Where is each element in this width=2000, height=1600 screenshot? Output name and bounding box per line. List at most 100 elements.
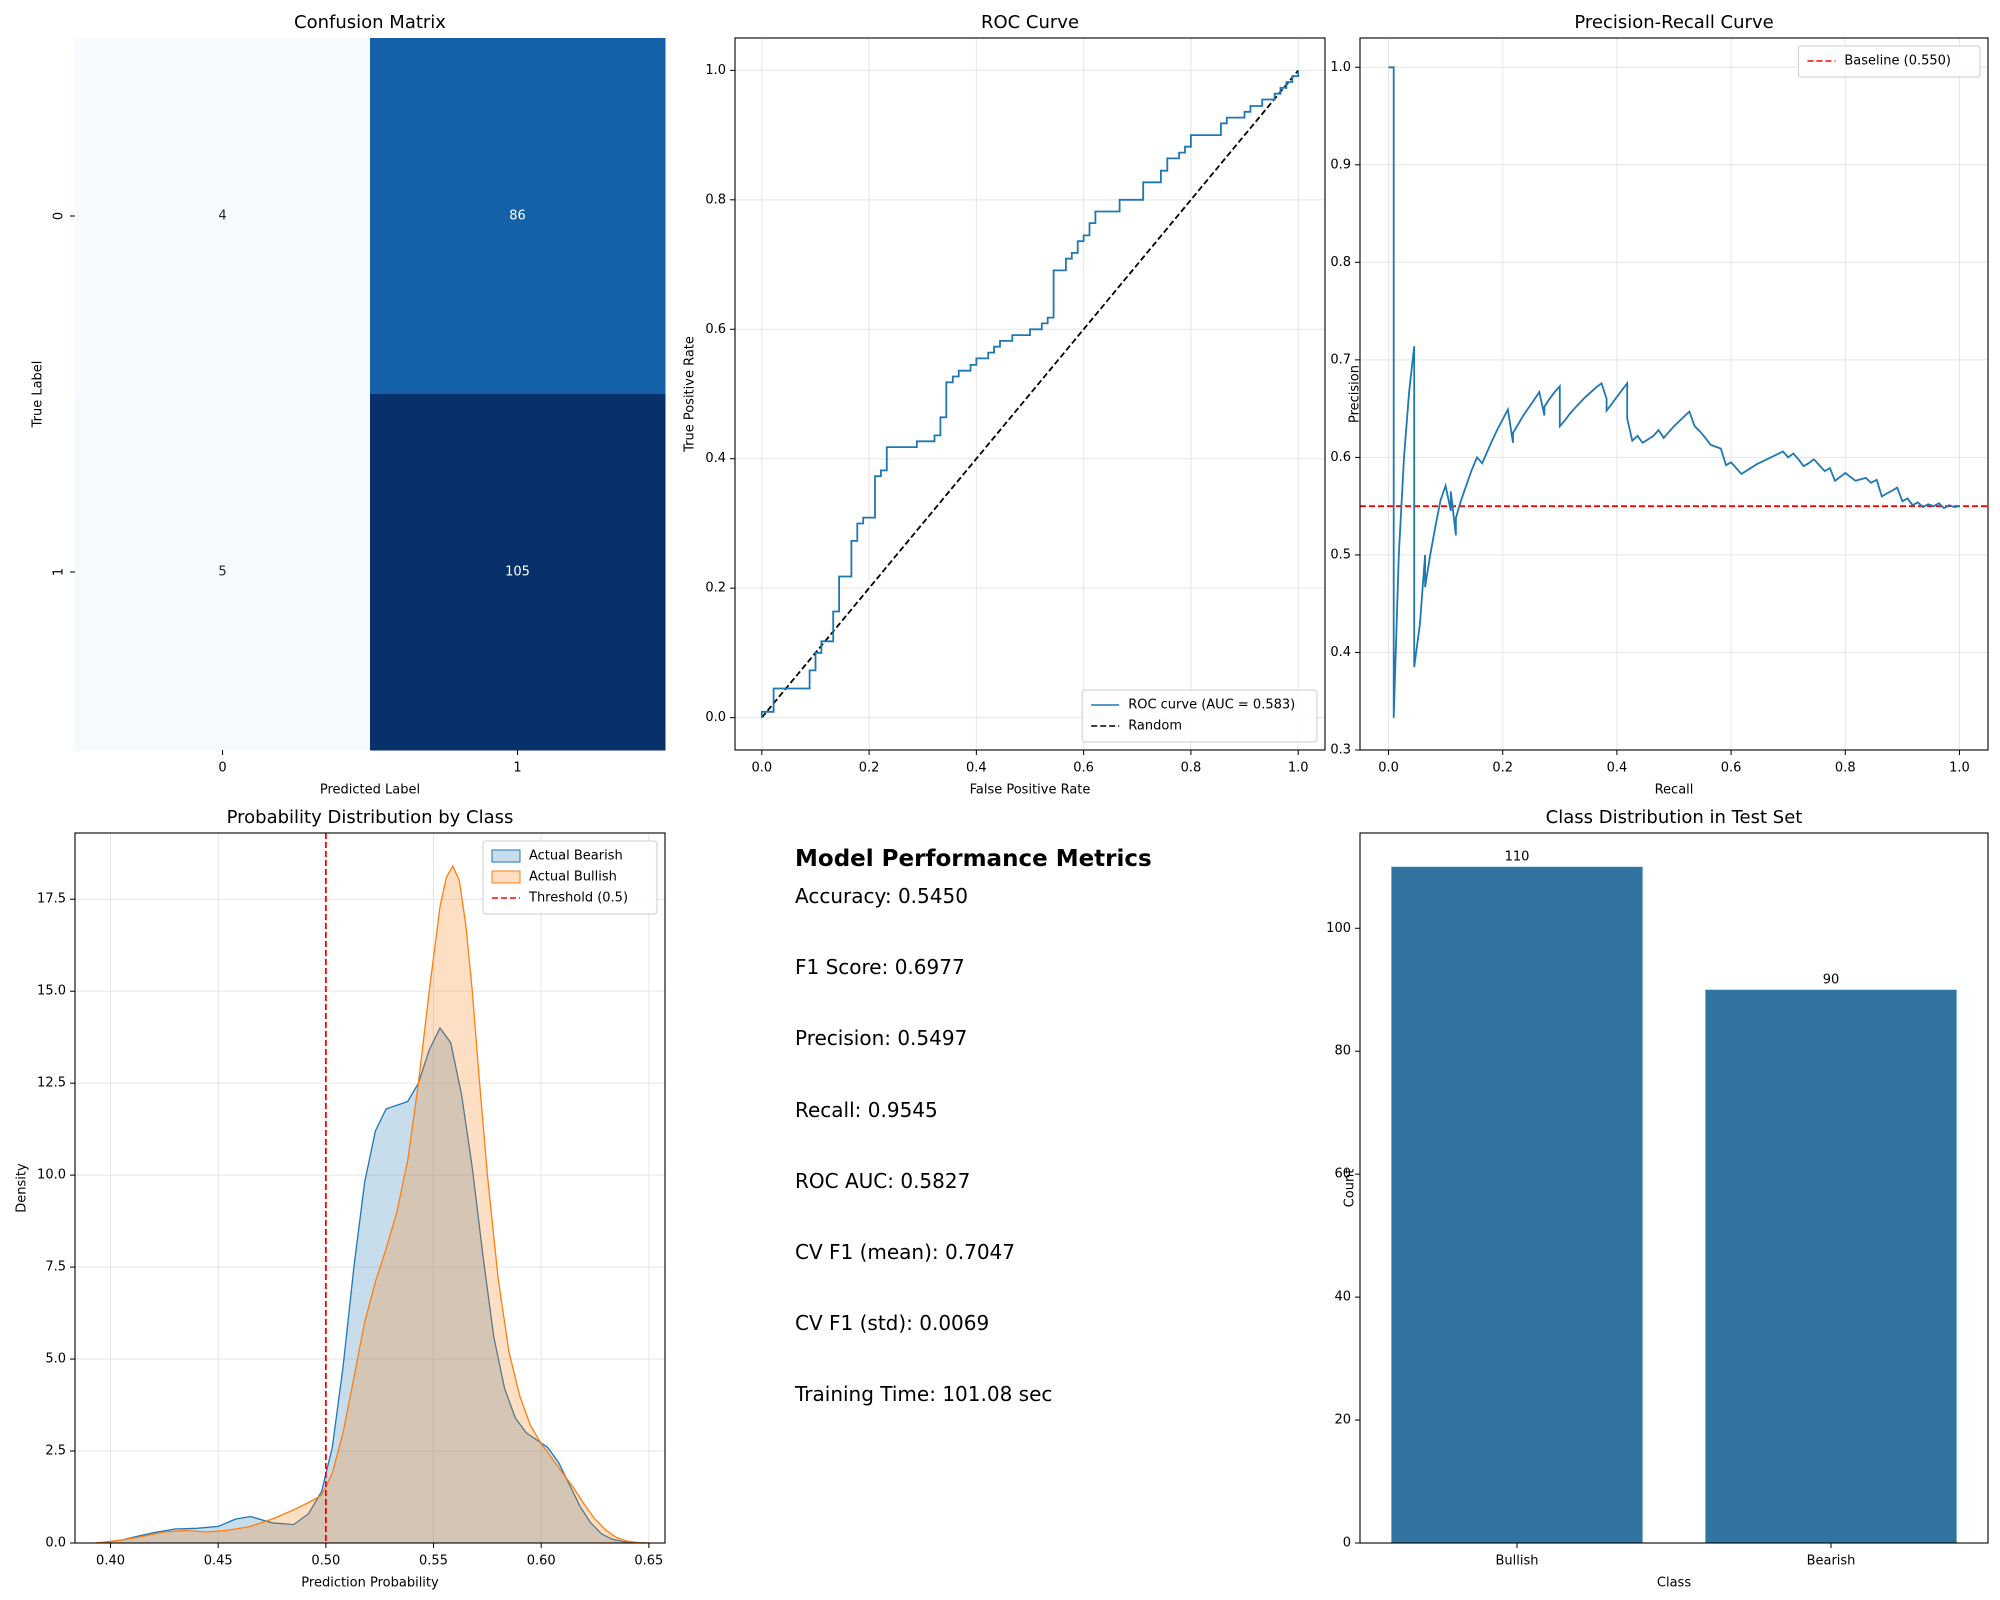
- prob-dist-y-tick-label: 15.0: [37, 984, 66, 999]
- pr-x-tick-label: 0.0: [1378, 761, 1399, 776]
- pr-y-tick-label: 1.0: [1330, 60, 1351, 75]
- metric-precision: Precision: 0.5497: [795, 1026, 968, 1051]
- prob-dist-frame: [74, 832, 666, 1544]
- class-dist-y-tick-label: 20: [1334, 1413, 1351, 1428]
- confusion-matrix-cell: [370, 394, 666, 751]
- pr-x-tick-label: 1.0: [1949, 761, 1970, 776]
- prob-dist-legend: [482, 840, 658, 915]
- pr-y-tick-label: 0.8: [1330, 255, 1351, 270]
- roc-x-tick-label: 0.8: [1181, 761, 1202, 776]
- prob-dist-y-tick-label: 10.0: [37, 1168, 66, 1183]
- pr-x-tick-label: 0.2: [1492, 761, 1513, 776]
- confusion-matrix-cell: [75, 38, 371, 395]
- prob-dist-bearish-area: [99, 1028, 645, 1543]
- prob-dist-x-tick-label: 0.45: [204, 1554, 233, 1569]
- prob-dist-bullish-area: [95, 866, 649, 1543]
- metric-training-time: Training Time: 101.08 sec: [795, 1382, 1053, 1407]
- roc-title: ROC Curve: [981, 12, 1079, 33]
- prob-dist-legend-label: Threshold (0.5): [528, 891, 628, 906]
- roc-x-tick-label: 0.0: [751, 761, 772, 776]
- class-dist-bar-value-label: 110: [1505, 849, 1530, 864]
- prob-dist-legend-label: Actual Bearish: [529, 849, 623, 864]
- prob-dist-x-tick-label: 0.55: [419, 1554, 448, 1569]
- class-dist-x-axis-label: Class: [1657, 1576, 1691, 1591]
- pr-y-tick-label: 0.4: [1330, 645, 1351, 660]
- class-dist-y-tick-label: 80: [1334, 1044, 1351, 1059]
- roc-y-tick-label: 0.6: [705, 322, 726, 337]
- roc-y-tick-label: 0.8: [705, 192, 726, 207]
- roc-legend-label: ROC curve (AUC = 0.583): [1128, 698, 1295, 713]
- class-dist-bar: [1705, 989, 1957, 1543]
- roc-y-tick-label: 0.2: [705, 581, 726, 596]
- pr-curve-line: [1388, 66, 1960, 718]
- confusion-matrix-y-tick-label: 0: [52, 212, 67, 220]
- roc-curve-line: [760, 70, 1300, 718]
- class-dist-x-tick-label: Bearish: [1807, 1554, 1856, 1569]
- roc-y-tick-label: 1.0: [705, 63, 726, 78]
- pr-y-tick-label: 0.7: [1330, 352, 1351, 367]
- confusion-matrix-cell-value: 86: [509, 209, 526, 224]
- prob-dist-x-tick-label: 0.50: [311, 1554, 340, 1569]
- pr-x-tick-label: 0.4: [1607, 761, 1628, 776]
- class-dist-x-tick-label: Bullish: [1495, 1554, 1538, 1569]
- prob-dist-y-tick-label: 0.0: [45, 1536, 66, 1551]
- roc-x-tick-label: 0.6: [1073, 761, 1094, 776]
- roc-x-axis-label: False Positive Rate: [970, 783, 1091, 798]
- confusion-matrix-title: Confusion Matrix: [294, 12, 446, 33]
- roc-frame: [734, 37, 1326, 751]
- confusion-matrix-cell-value: 5: [218, 565, 226, 580]
- prob-dist-y-tick-label: 7.5: [45, 1260, 66, 1275]
- roc-legend: [1081, 689, 1318, 743]
- pr-y-tick-label: 0.5: [1330, 547, 1351, 562]
- metric-accuracy: Accuracy: 0.5450: [795, 884, 968, 908]
- metric-recall: Recall: 0.9545: [795, 1097, 938, 1122]
- class-dist-bar-value-label: 90: [1823, 972, 1840, 987]
- pr-y-tick-label: 0.3: [1330, 743, 1351, 758]
- roc-legend-label: Random: [1128, 719, 1182, 734]
- class-dist-y-tick-label: 0: [1343, 1536, 1351, 1551]
- roc-y-tick-label: 0.4: [705, 451, 726, 466]
- prob-dist-x-axis-label: Prediction Probability: [301, 1576, 439, 1591]
- prob-dist-x-tick-label: 0.40: [96, 1554, 125, 1569]
- roc-x-tick-label: 0.4: [966, 761, 987, 776]
- prob-dist-y-tick-label: 5.0: [45, 1352, 66, 1367]
- metric-roc-auc: ROC AUC: 0.5827: [795, 1168, 971, 1193]
- class-dist-y-tick-label: 40: [1334, 1290, 1351, 1305]
- pr-y-axis-label: Precision: [1348, 365, 1363, 423]
- metrics-title: Model Performance Metrics: [795, 846, 1152, 872]
- prob-dist-y-axis-label: Density: [15, 1163, 30, 1213]
- roc-x-tick-label: 0.2: [859, 761, 880, 776]
- class-dist-bar: [1391, 866, 1643, 1543]
- pr-x-axis-label: Recall: [1655, 783, 1694, 798]
- class-dist-title: Class Distribution in Test Set: [1546, 807, 1803, 828]
- class-dist-y-tick-label: 60: [1334, 1167, 1351, 1182]
- metric-cv-f1-std: CV F1 (std): 0.0069: [795, 1311, 990, 1336]
- roc-y-axis-label: True Positive Rate: [683, 336, 698, 453]
- prob-dist-y-tick-label: 2.5: [45, 1444, 66, 1459]
- class-dist-y-tick-label: 100: [1326, 921, 1351, 936]
- pr-legend: [1797, 45, 1981, 78]
- confusion-matrix-cell-value: 105: [505, 565, 530, 580]
- pr-y-tick-label: 0.6: [1330, 450, 1351, 465]
- confusion-matrix-x-tick-label: 1: [513, 761, 521, 776]
- prob-dist-x-tick-label: 0.65: [634, 1554, 663, 1569]
- class-dist-frame: [1359, 832, 1989, 1544]
- prob-dist-title: Probability Distribution by Class: [227, 807, 514, 828]
- roc-x-tick-label: 1.0: [1288, 761, 1309, 776]
- confusion-matrix-cell: [370, 38, 666, 395]
- metric-f1: F1 Score: 0.6977: [795, 955, 965, 980]
- prob-dist-y-tick-label: 12.5: [37, 1076, 66, 1091]
- prob-dist-bullish-line: [95, 864, 649, 1544]
- roc-y-tick-label: 0.0: [705, 710, 726, 725]
- class-dist-y-axis-label: Count: [1343, 1169, 1358, 1208]
- metric-cv-f1-mean: CV F1 (mean): 0.7047: [795, 1239, 1015, 1264]
- prob-dist-legend-swatch: [491, 870, 521, 884]
- prob-dist-legend-swatch: [491, 849, 521, 863]
- pr-y-tick-label: 0.9: [1330, 157, 1351, 172]
- prob-dist-legend-label: Actual Bullish: [529, 870, 617, 885]
- confusion-matrix-x-tick-label: 0: [218, 761, 226, 776]
- metrics-panel: Model Performance Metrics Accuracy: 0.54…: [795, 845, 1355, 1454]
- pr-legend-label: Baseline (0.550): [1844, 54, 1951, 69]
- prob-dist-y-tick-label: 17.5: [37, 892, 66, 907]
